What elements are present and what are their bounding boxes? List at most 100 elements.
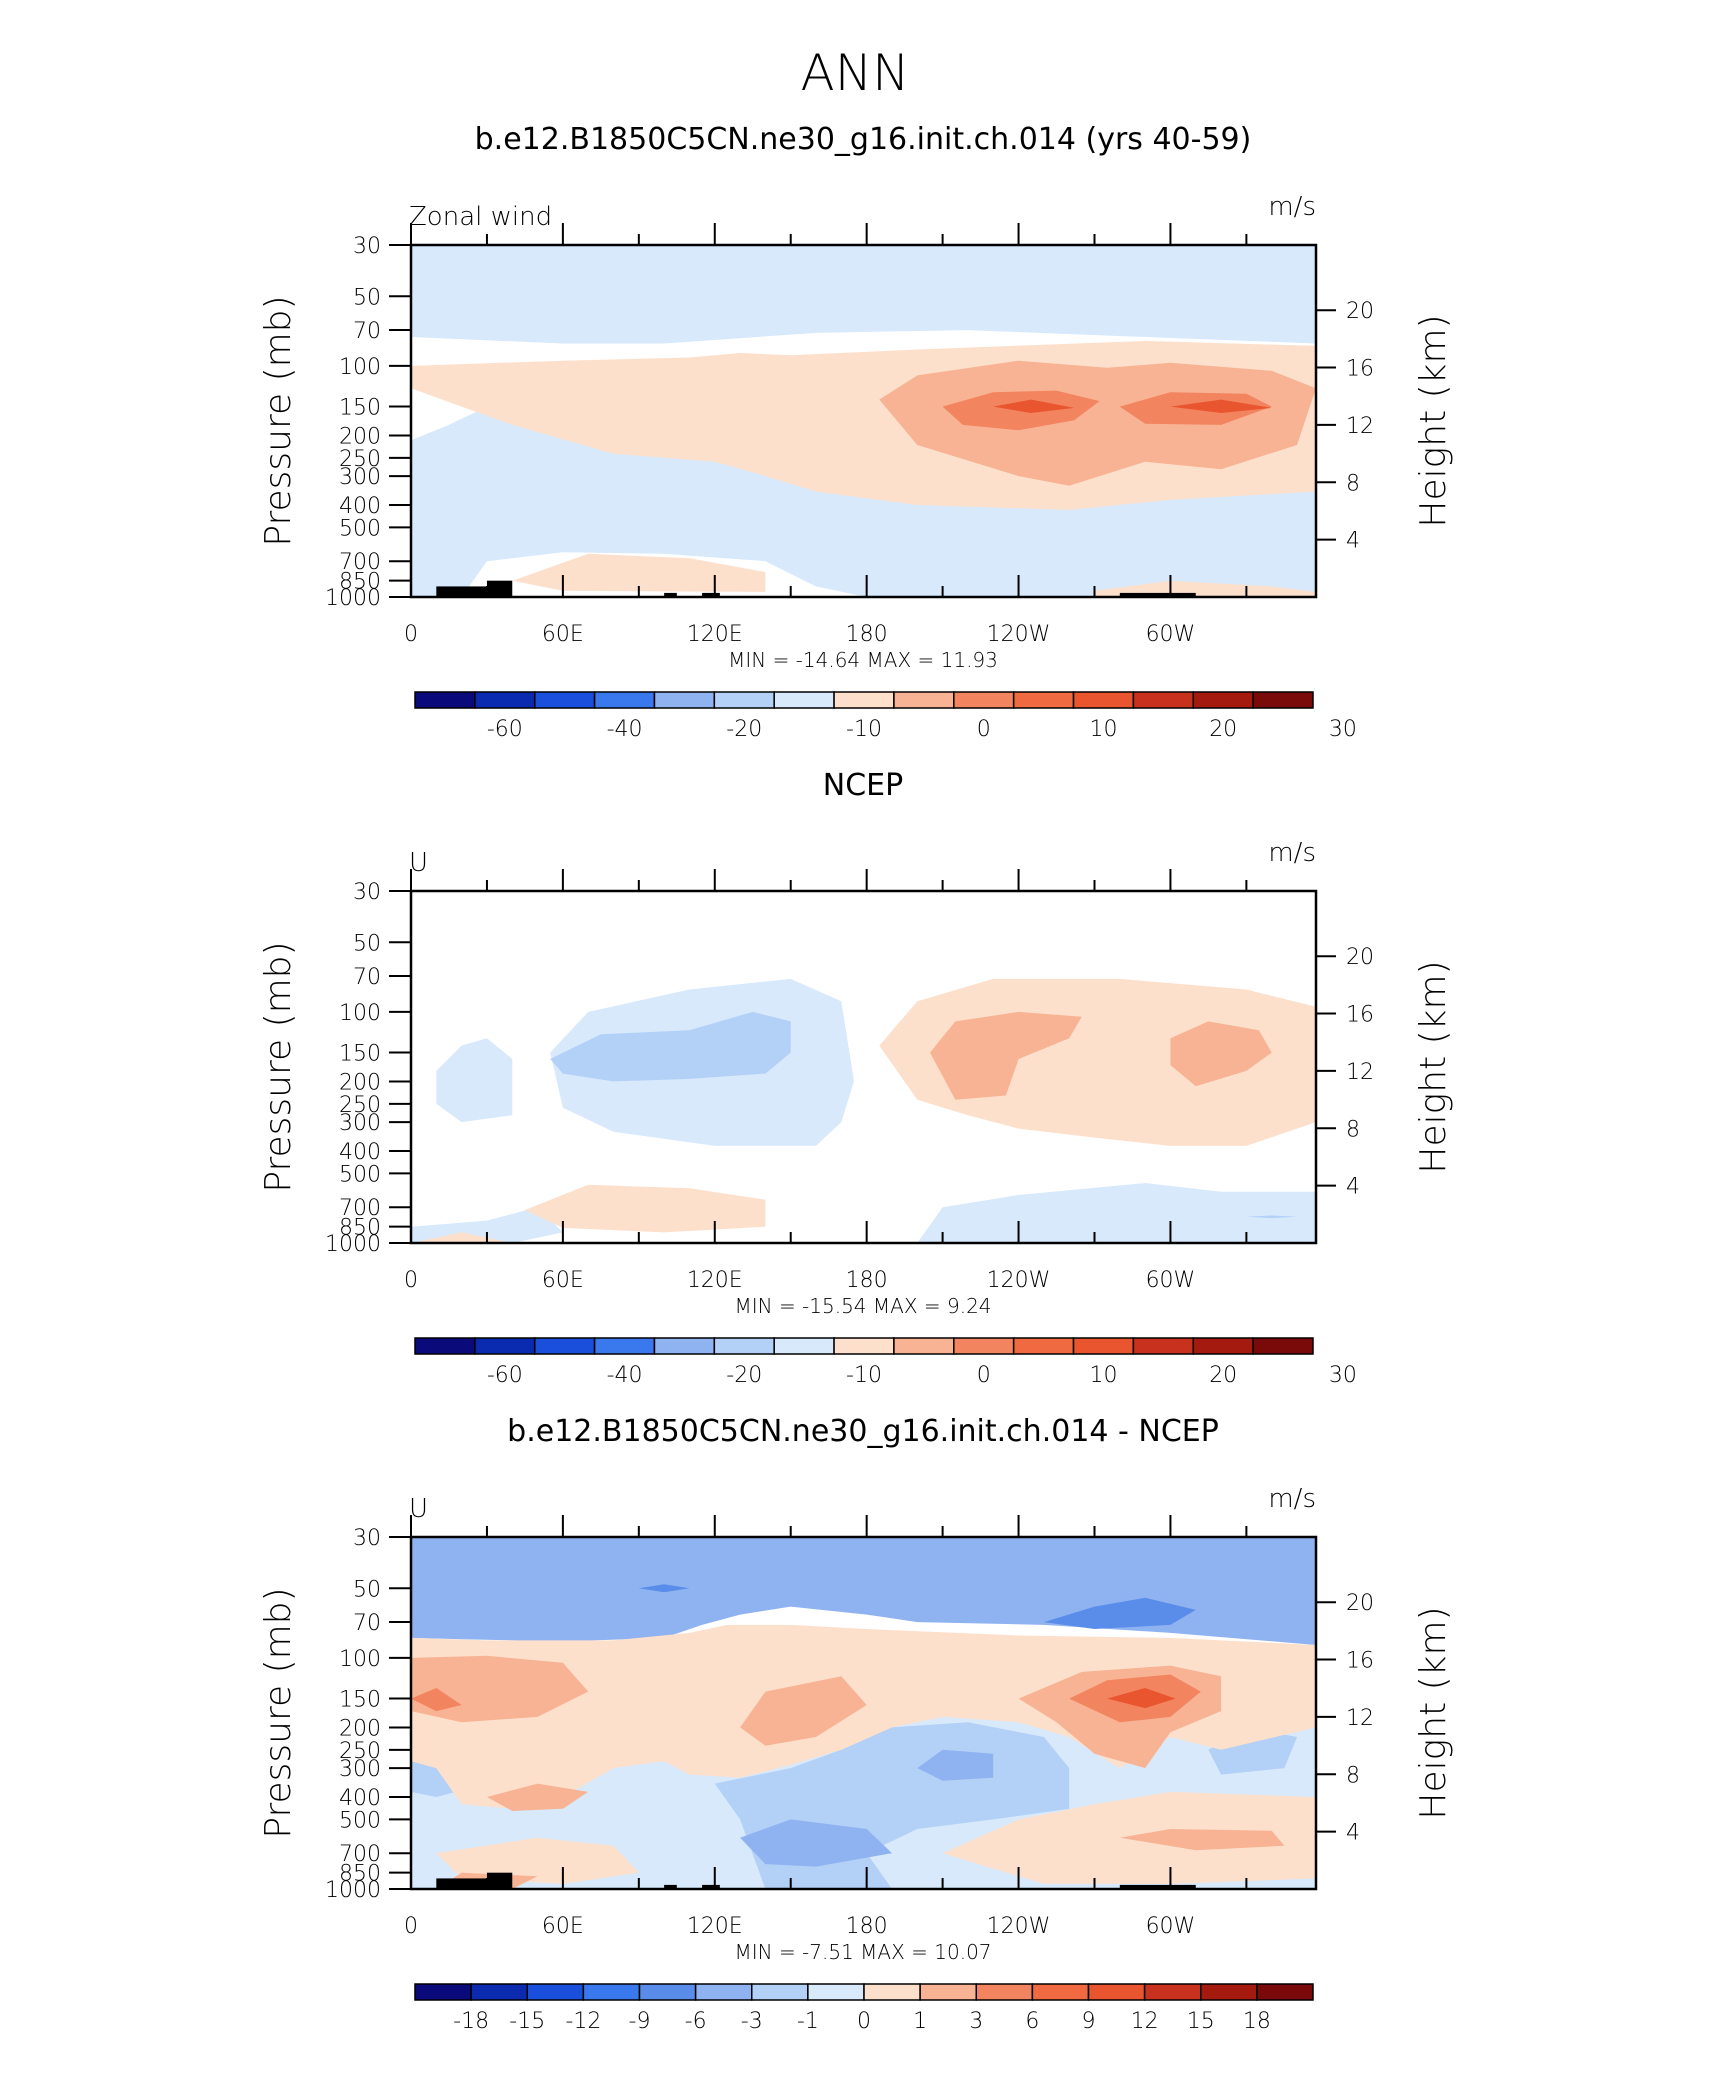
height-tick-label: 20 [1346, 945, 1374, 970]
y-tick-label: 1000 [325, 1232, 381, 1257]
colorbar-swatch [1072, 691, 1135, 709]
colorbar-swatch [751, 1983, 809, 2001]
height-tick-label: 20 [1346, 1591, 1374, 1616]
y-tick-label: 850 [339, 1862, 381, 1887]
y-tick-label: 100 [339, 1001, 381, 1026]
field-label: Zonal wind [409, 202, 552, 232]
plot-frame [409, 1535, 1318, 1891]
contour-region-10 [930, 1011, 1082, 1100]
colorbar-swatch [1252, 1337, 1314, 1355]
contour-region-1 [436, 1837, 639, 1884]
colorbar-swatch [474, 1337, 536, 1355]
y-tick-label: 700 [339, 550, 381, 575]
colorbar-swatch [893, 1337, 955, 1355]
min-max-label: MIN = -14.64 MAX = 11.93 [728, 648, 998, 672]
y-tick-label: 400 [339, 1140, 381, 1165]
topography-mask [436, 1878, 493, 1889]
panel-title: NCEP [823, 768, 903, 803]
colorbar-swatch [713, 691, 775, 709]
colorbar-swatch [1132, 1337, 1195, 1355]
main-title: ANN [800, 44, 909, 102]
y-axis-right-label: Height (km) [1413, 960, 1454, 1173]
contour-region-m10 [550, 1011, 791, 1082]
colorbar-swatch [833, 691, 895, 709]
units-label: m/s [1268, 1484, 1316, 1514]
colorbar-label: 30 [1329, 1363, 1357, 1388]
colorbar-swatch [807, 1983, 865, 2001]
colorbar-label: 3 [969, 2009, 983, 2034]
y-tick-label: 200 [339, 424, 381, 449]
topography-mask [702, 592, 720, 597]
topography-mask [664, 1884, 677, 1889]
y-tick-label: 1000 [325, 1878, 381, 1903]
contour-region-m5 [436, 1038, 513, 1123]
y-tick-label: 30 [353, 1526, 381, 1551]
colorbar-swatch [582, 1983, 641, 2001]
y-tick-label: 150 [339, 1042, 381, 1067]
x-tick-label: 0 [404, 1914, 418, 1939]
colorbar-label: 10 [1089, 1363, 1117, 1388]
x-tick-label: 180 [846, 1914, 888, 1939]
topography-mask [436, 586, 493, 597]
colorbar-label: 6 [1025, 2009, 1039, 2034]
colorbar-swatch [1031, 1983, 1090, 2001]
contour-region-3 [486, 1783, 589, 1811]
contour-region-10 [879, 360, 1316, 486]
colorbar-swatch [1192, 691, 1254, 709]
colorbar-label: 0 [857, 2009, 871, 2034]
y-tick-label: 300 [339, 1757, 381, 1782]
contour-region-1 [411, 1624, 1316, 1809]
colorbar-swatch [694, 1983, 753, 2001]
colorbar-label: 18 [1243, 2009, 1271, 2034]
colorbar-label: -18 [453, 2009, 489, 2034]
topography-mask [486, 580, 513, 597]
y-tick-label: 300 [339, 465, 381, 490]
topography-mask [664, 592, 677, 597]
colorbar-label: 0 [977, 717, 991, 742]
x-tick-label: 0 [404, 622, 418, 647]
colorbar-swatch [653, 1337, 716, 1355]
contour-region-m9 [638, 1584, 690, 1593]
y-tick-label: 400 [339, 1786, 381, 1811]
x-tick-label: 60E [542, 1914, 584, 1939]
panel-diff: b.e12.B1850C5CN.ne30_g16.init.ch.014 - N… [258, 1414, 1454, 2034]
height-tick-label: 20 [1346, 299, 1374, 324]
x-tick-label: 60E [542, 1268, 584, 1293]
x-tick-label: 60E [542, 622, 584, 647]
y-axis-right-label: Height (km) [1413, 1606, 1454, 1819]
plot-frame [409, 243, 1318, 599]
contour-region-m5 [917, 1183, 1316, 1243]
colorbar-label: 15 [1187, 2009, 1215, 2034]
min-max-label: MIN = -7.51 MAX = 10.07 [734, 1940, 991, 1964]
y-tick-label: 100 [339, 355, 381, 380]
colorbar-label: 9 [1082, 2009, 1096, 2034]
colorbar-swatch [919, 1983, 977, 2001]
contour-region-3 [740, 1676, 867, 1746]
y-axis-right-label: Height (km) [1413, 314, 1454, 527]
colorbar-swatch [1072, 1337, 1135, 1355]
y-tick-label: 500 [339, 516, 381, 541]
colorbar-swatch [526, 1983, 585, 2001]
colorbar-label: 0 [977, 1363, 991, 1388]
colorbar-label: -20 [726, 717, 762, 742]
contour-region-m9 [1043, 1597, 1196, 1629]
colorbar-swatch [533, 691, 596, 709]
colorbar-label: 10 [1089, 717, 1117, 742]
colorbar-label: -6 [685, 2009, 707, 2034]
colorbar-swatch [953, 691, 1015, 709]
topography-mask [1119, 592, 1196, 597]
colorbar-swatch [773, 691, 835, 709]
contour-area [411, 1537, 1316, 1889]
colorbar-label: -40 [607, 1363, 643, 1388]
y-tick-label: 200 [339, 1716, 381, 1741]
colorbar-label: -10 [846, 1363, 882, 1388]
height-tick-label: 4 [1346, 529, 1360, 554]
x-tick-label: 120E [687, 622, 743, 647]
y-tick-label: 300 [339, 1111, 381, 1136]
panel-title: b.e12.B1850C5CN.ne30_g16.init.ch.014 (yr… [475, 122, 1252, 157]
y-tick-label: 500 [339, 1808, 381, 1833]
colorbar-swatch [593, 1337, 656, 1355]
x-tick-label: 60W [1146, 1268, 1196, 1293]
